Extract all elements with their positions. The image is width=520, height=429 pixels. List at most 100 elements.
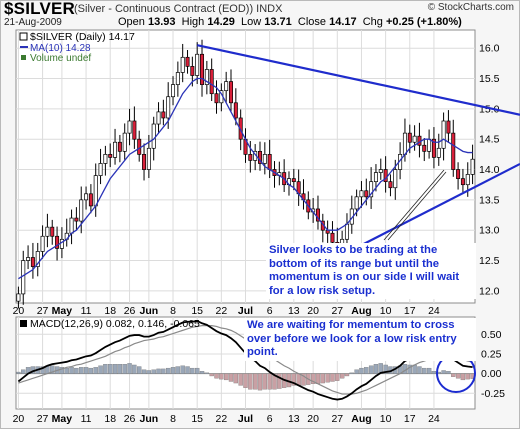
candle-body	[84, 193, 89, 201]
candle-body	[224, 81, 229, 92]
macd-hist-bar	[460, 373, 466, 381]
candle-body	[26, 257, 31, 261]
macd-hist-bar	[373, 364, 379, 374]
candle-body	[388, 181, 393, 189]
candle-body	[127, 120, 132, 134]
candle-body	[451, 132, 456, 170]
macd-hist-bar	[156, 368, 161, 374]
candle-body	[98, 163, 103, 176]
candle-body	[229, 81, 233, 104]
symbol-title: $SILVER	[4, 0, 75, 18]
price-x-tick-label: 27	[331, 305, 343, 317]
price-y-tick-label: 13.0	[479, 225, 500, 237]
macd-hist-bar	[243, 373, 248, 388]
candle-body	[470, 158, 475, 175]
price-x-tick-label: 11	[81, 305, 92, 317]
macd-hist-bar	[431, 371, 437, 374]
macd-hist-bar	[98, 365, 103, 374]
price-x-tick-label: 10	[380, 305, 392, 317]
macd-hist-bar	[417, 366, 422, 374]
candle-body	[113, 141, 118, 158]
candle-body	[427, 138, 432, 152]
macd-hist-bar	[219, 373, 224, 380]
candle-body	[93, 175, 98, 207]
price-x-tick-label: Jun	[140, 305, 159, 317]
candle-body	[359, 190, 364, 198]
price-x-tick-label: 15	[191, 305, 203, 317]
macd-hist-bar	[180, 365, 185, 374]
macd-x-tick-label: 8	[170, 413, 176, 425]
candle-body	[354, 196, 359, 210]
legend-swatch-volume	[21, 55, 26, 60]
macd-x-tick-label: 27	[37, 413, 49, 425]
price-x-tick-label: 20	[307, 305, 319, 317]
candle-body	[267, 154, 272, 170]
macd-hist-bar	[175, 366, 181, 374]
candle-body	[378, 169, 383, 173]
macd-hist-bar	[320, 373, 325, 384]
candle-body	[195, 53, 200, 76]
candle-body	[166, 96, 171, 119]
price-y-tick-label: 13.5	[479, 194, 500, 206]
macd-hist-bar	[127, 363, 132, 374]
macd-hist-bar	[228, 373, 234, 382]
macd-hist-bar	[248, 373, 253, 390]
macd-x-tick-label: 15	[191, 413, 203, 425]
macd-hist-bar	[40, 366, 45, 374]
macd-hist-bar	[170, 367, 176, 374]
open-label: Open	[118, 16, 145, 28]
candle-body	[344, 223, 349, 240]
candle-body	[364, 190, 369, 198]
macd-hist-bar	[59, 367, 65, 374]
legend-price: $SILVER (Daily) 14.17	[30, 31, 135, 43]
candle-body	[456, 169, 461, 179]
candle-body	[441, 120, 446, 149]
candle-body	[200, 53, 205, 85]
macd-x-tick-label: Jun	[140, 413, 159, 425]
macd-x-tick-label: 24	[428, 413, 440, 425]
candle-body	[55, 235, 60, 249]
candle-body	[117, 141, 122, 152]
macd-hist-bar	[455, 373, 461, 379]
candle-body	[171, 84, 176, 98]
price-x-tick-label: 24	[428, 305, 440, 317]
candle-body	[175, 72, 180, 85]
candle-body	[402, 132, 407, 155]
legend-swatch-macd	[20, 320, 27, 327]
price-x-tick-label: 26	[124, 305, 136, 317]
macd-hist-bar	[190, 367, 195, 374]
legend-volume: Volume undef	[30, 53, 91, 64]
annotation-arrow	[383, 169, 445, 241]
macd-hist-bar	[132, 364, 137, 374]
price-x-tick-label: 6	[267, 305, 273, 317]
macd-hist-bar	[359, 367, 364, 374]
macd-x-tick-label: Aug	[351, 413, 371, 425]
price-x-tick-label: 27	[37, 305, 49, 317]
macd-y-tick-label: 0.50	[481, 329, 502, 341]
price-x-tick-label: 13	[288, 305, 300, 317]
candle-body	[132, 120, 137, 140]
price-x-tick-label: May	[52, 305, 73, 317]
macd-hist-bar	[50, 365, 55, 374]
candle-body	[59, 238, 64, 249]
macd-title: MACD(12,26,9) 0.082, 0.146, -0.065	[30, 318, 200, 330]
price-y-tick-label: 12.0	[479, 285, 500, 297]
macd-hist-bar	[83, 367, 89, 374]
macd-hist-bar	[122, 364, 127, 374]
macd-hist-bar	[214, 373, 219, 379]
macd-hist-bar	[272, 373, 277, 390]
candle-body	[407, 132, 412, 143]
candle-body	[79, 199, 84, 222]
candle-body	[45, 226, 50, 237]
candle-body	[330, 232, 335, 243]
macd-x-tick-label: 6	[267, 413, 273, 425]
candle-body	[30, 257, 35, 267]
macd-hist-bar	[199, 371, 205, 374]
candle-body	[142, 154, 147, 170]
change-value: +0.25 (+1.80%)	[385, 16, 462, 28]
macd-hist-bar	[426, 367, 432, 374]
copyright: © StockCharts.com	[427, 2, 514, 13]
macd-hist-bar	[108, 364, 113, 374]
macd-hist-bar	[446, 371, 451, 374]
